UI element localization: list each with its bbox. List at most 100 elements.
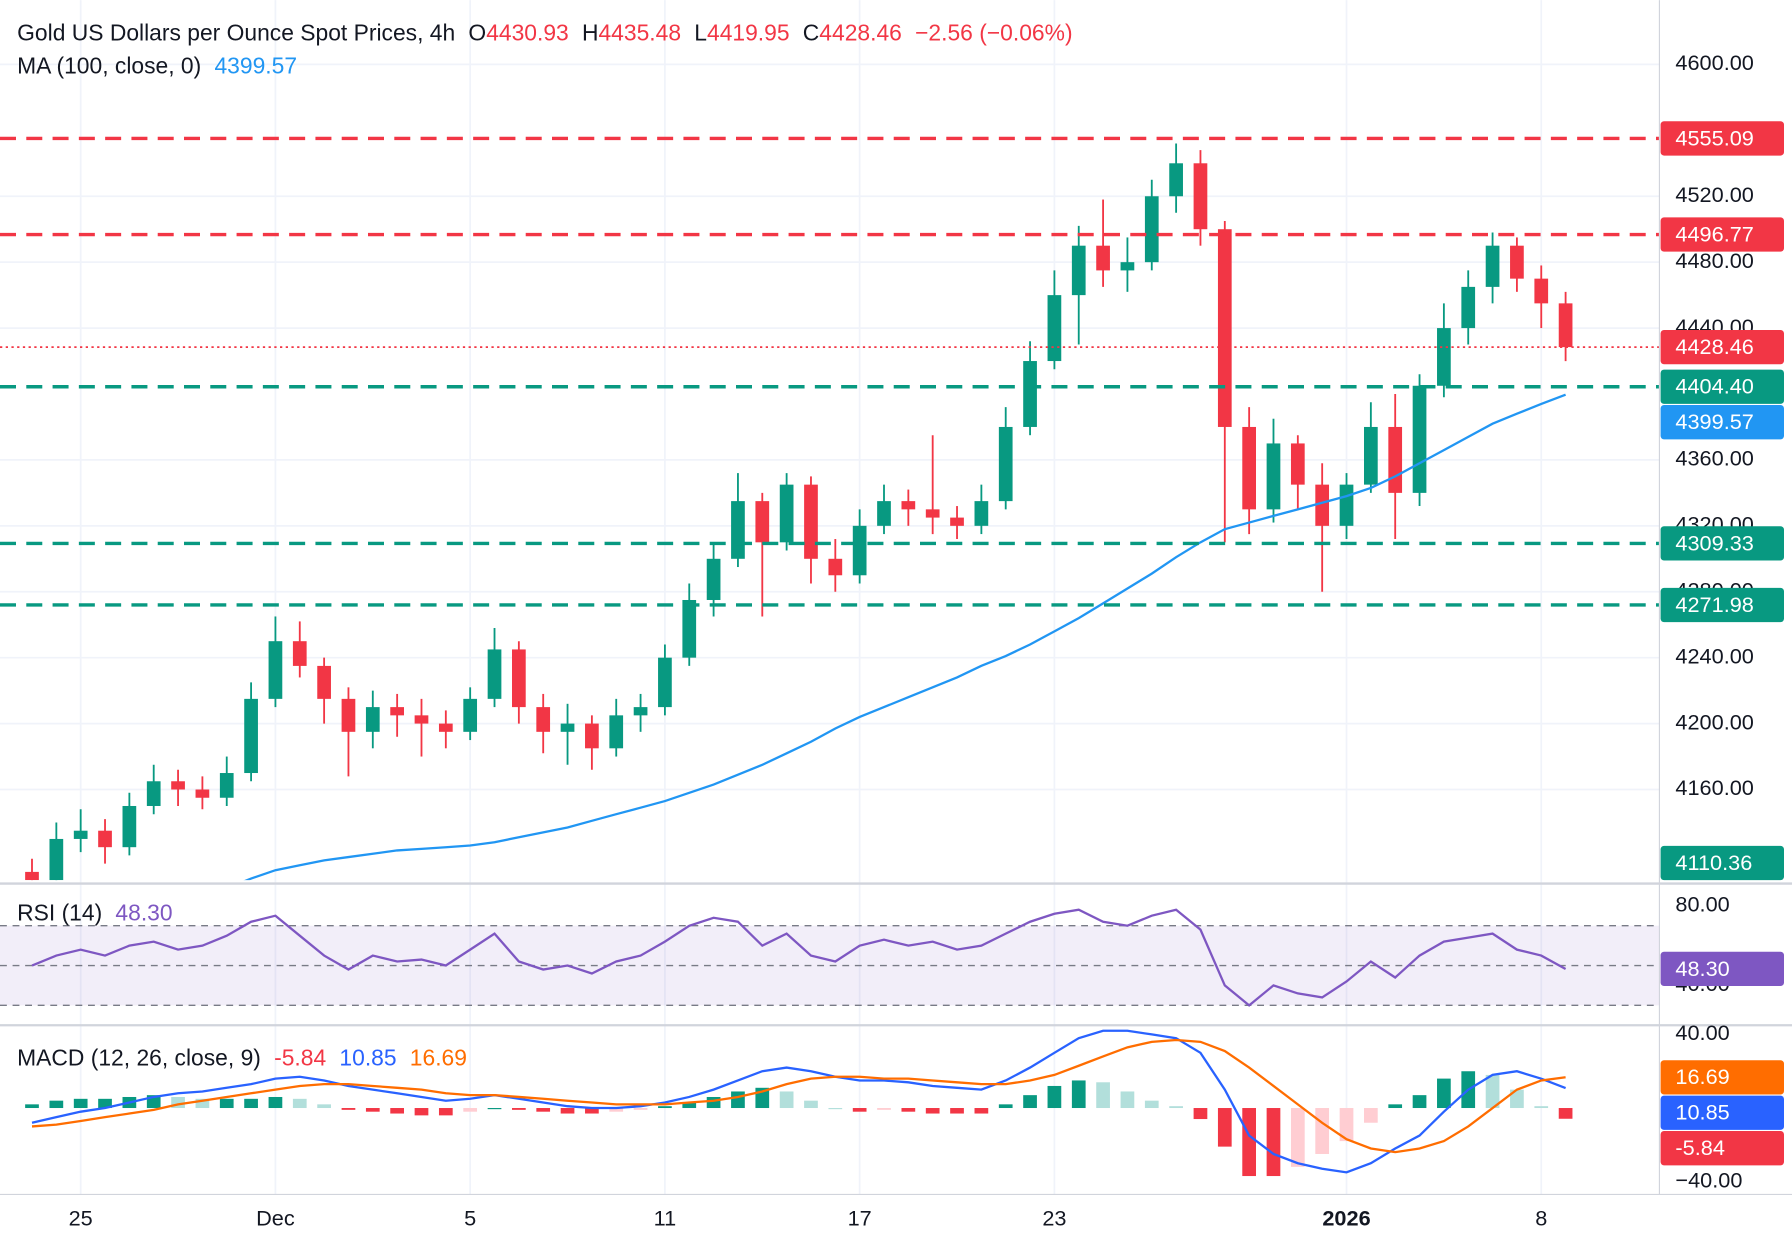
x-tick-label: 25 [69, 1205, 93, 1230]
ma-value: 4399.57 [214, 53, 297, 79]
price-badge [1660, 121, 1784, 156]
macd-histogram-bar [1242, 1108, 1256, 1177]
candle-body [1412, 385, 1427, 493]
candle-body [1193, 163, 1208, 230]
candle-body [804, 484, 818, 559]
candle-body [755, 501, 770, 543]
price-badge [1660, 369, 1784, 404]
x-tick-label: 17 [848, 1205, 872, 1230]
candle-body [1217, 229, 1232, 427]
macd-histogram-bar [1558, 1108, 1573, 1119]
y-tick-label: 4160.00 [1675, 775, 1753, 800]
y-tick-label: 4360.00 [1675, 446, 1753, 471]
candle-body [292, 641, 307, 666]
macd-histogram-bar [1412, 1095, 1427, 1109]
price-badge [1660, 1095, 1784, 1130]
y-tick-label: 4200.00 [1675, 709, 1753, 734]
price-badge [1660, 1131, 1784, 1166]
rsi-pane [0, 908, 1660, 1007]
macd-histogram-bar [414, 1108, 429, 1116]
macd-histogram-bar [1096, 1082, 1110, 1109]
macd-histogram-bar [536, 1108, 551, 1112]
candle-body [658, 657, 672, 708]
macd-histogram-bar [828, 1108, 843, 1110]
macd-histogram-bar [998, 1104, 1013, 1109]
macd-histogram-bar [219, 1098, 234, 1109]
macd-histogram-bar [244, 1098, 258, 1109]
macd-histogram-bar [1534, 1106, 1549, 1109]
macd-line-value: 10.85 [339, 1045, 396, 1071]
signal-line [31, 1038, 1566, 1154]
price-badge-label: 4110.36 [1675, 850, 1752, 875]
price-badge-label: 4496.77 [1675, 221, 1753, 246]
legend-open-label: O [468, 19, 486, 45]
price-badge [1660, 405, 1784, 440]
macd-histogram-bar [341, 1108, 356, 1110]
candle-body [317, 665, 331, 699]
candle-body [1315, 484, 1330, 526]
candle-body [487, 649, 502, 699]
price-badge-label: 4309.33 [1675, 530, 1753, 555]
legend-close-label: C [803, 19, 820, 45]
macd-histogram-bar [1339, 1108, 1354, 1142]
macd-histogram-bar [512, 1108, 526, 1110]
legend-change: −2.56 (−0.06%) [915, 19, 1072, 45]
price-badge [1660, 1060, 1784, 1095]
candle-body [731, 501, 745, 559]
price-legend: Gold US Dollars per Ounce Spot Prices, 4… [17, 19, 1072, 45]
macd-histogram-bar [487, 1108, 502, 1110]
candle-body [1364, 426, 1378, 485]
candle-body [1510, 245, 1524, 279]
candle-body [852, 525, 867, 576]
candle-body [682, 599, 697, 658]
x-tick-label: 5 [464, 1205, 476, 1230]
macd-histogram-bar [560, 1108, 575, 1114]
price-badge [1660, 845, 1784, 881]
candle-body [1096, 245, 1110, 271]
macd-histogram-bar [1120, 1091, 1135, 1109]
macd-histogram-bar [1047, 1085, 1062, 1109]
macd-histogram-bar [1290, 1108, 1305, 1167]
x-tick-label: 11 [654, 1205, 677, 1230]
macd-histogram-bar [317, 1104, 331, 1109]
candle-body [1485, 245, 1500, 287]
macd-pane [25, 1029, 1573, 1177]
candle-body [49, 838, 64, 881]
candle-body [171, 781, 185, 790]
macd-legend: MACD (12, 26, close, 9) -5.84 10.85 16.6… [17, 1045, 467, 1071]
legend-high: 4435.48 [598, 19, 681, 45]
candle-body [146, 781, 161, 806]
badge-layer: 4555.09 4496.77 4428.46 4404.40 4399.57 4309.… [1660, 121, 1784, 1166]
price-badge [1660, 526, 1784, 561]
grid-layer [0, 0, 1660, 1195]
candle-body [877, 501, 891, 526]
macd-histogram-bar [365, 1108, 380, 1112]
candle-body [1266, 443, 1281, 510]
candle-body [560, 723, 575, 732]
candle-body [1169, 163, 1183, 197]
y-tick-label: −40.00 [1675, 1167, 1742, 1192]
candle-body [536, 707, 551, 732]
candle-body [25, 871, 39, 881]
price-badge-label: 10.85 [1675, 1100, 1729, 1125]
legend-low: 4419.95 [707, 19, 790, 45]
macd-histogram-bar [1266, 1108, 1281, 1177]
candle-body [365, 707, 380, 732]
candle-body [1023, 361, 1037, 427]
candle-body [1388, 426, 1403, 493]
macd-histogram-bar [682, 1102, 697, 1109]
rsi-title: RSI (14) [17, 899, 102, 925]
macd-histogram-bar [585, 1108, 599, 1114]
legend-low-label: L [694, 19, 707, 45]
price-badge-label: 4399.57 [1675, 409, 1753, 434]
x-tick-label: 23 [1042, 1205, 1066, 1230]
price-badge-label: 48.30 [1675, 956, 1729, 981]
macd-title: MACD (12, 26, close, 9) [17, 1045, 261, 1071]
macd-histogram-bar [1169, 1106, 1183, 1109]
candle-body [609, 715, 624, 749]
macd-histogram-bar [25, 1104, 39, 1109]
macd-histogram-bar [1023, 1095, 1037, 1109]
candle-body [1120, 262, 1135, 271]
